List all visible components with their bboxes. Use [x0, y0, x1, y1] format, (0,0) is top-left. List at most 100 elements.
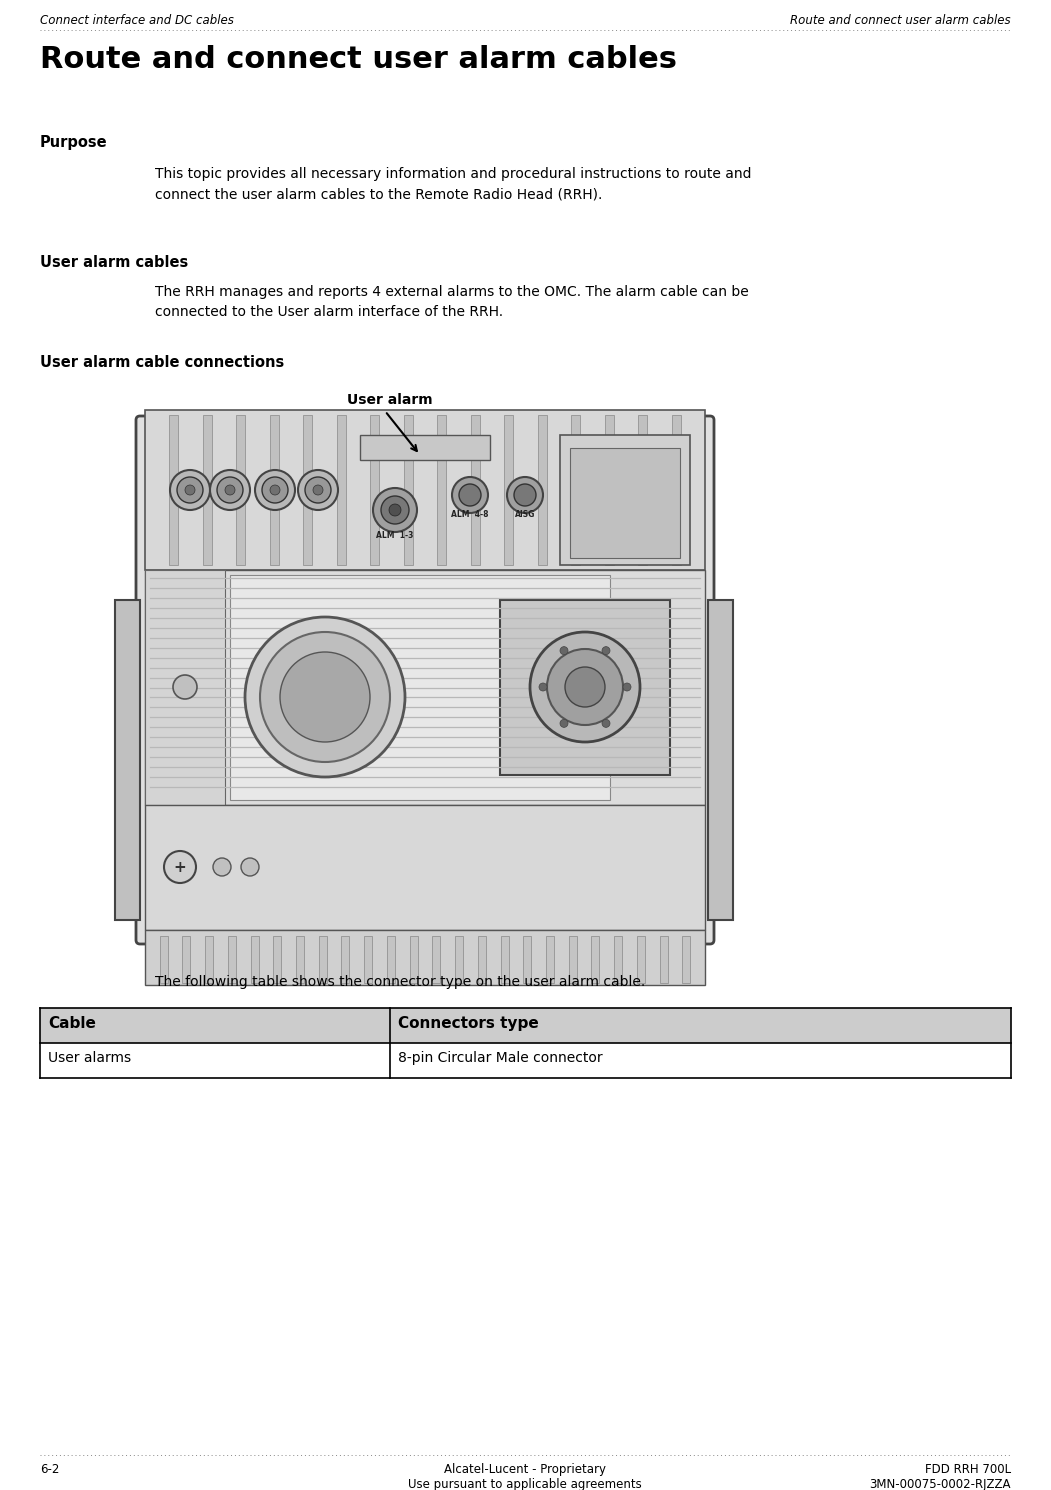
Bar: [145, 571, 705, 805]
Bar: [660, 936, 667, 983]
Circle shape: [623, 682, 631, 691]
Bar: [228, 936, 235, 983]
Bar: [336, 416, 346, 565]
Bar: [638, 416, 647, 565]
Bar: [410, 936, 417, 983]
Circle shape: [547, 650, 623, 726]
Bar: [538, 416, 547, 565]
Circle shape: [170, 469, 210, 510]
Circle shape: [260, 632, 390, 761]
Bar: [437, 416, 447, 565]
Bar: [296, 936, 304, 983]
Text: Connectors type: Connectors type: [398, 1016, 539, 1031]
Text: ALM  4-8: ALM 4-8: [451, 510, 489, 519]
Text: FDD RRH 700L: FDD RRH 700L: [925, 1463, 1011, 1477]
FancyBboxPatch shape: [136, 416, 714, 945]
Bar: [614, 936, 622, 983]
Bar: [145, 805, 705, 930]
Circle shape: [602, 720, 610, 727]
Bar: [342, 936, 350, 983]
Bar: [270, 416, 279, 565]
Text: User alarm cable connections: User alarm cable connections: [40, 355, 284, 370]
Circle shape: [255, 469, 295, 510]
Bar: [504, 416, 513, 565]
Bar: [203, 416, 212, 565]
Text: Cable: Cable: [48, 1016, 96, 1031]
Bar: [708, 600, 733, 919]
Text: Connect interface and DC cables: Connect interface and DC cables: [40, 13, 234, 27]
Circle shape: [280, 653, 370, 742]
Bar: [592, 936, 599, 983]
Bar: [404, 416, 413, 565]
Bar: [40, 1009, 1011, 1043]
Bar: [230, 575, 610, 800]
Circle shape: [602, 647, 610, 654]
Text: AISG: AISG: [515, 510, 535, 519]
Circle shape: [270, 486, 280, 495]
Circle shape: [245, 617, 405, 776]
Text: Route and connect user alarm cables: Route and connect user alarm cables: [40, 45, 677, 74]
Bar: [273, 936, 282, 983]
Circle shape: [262, 477, 288, 504]
Bar: [387, 936, 395, 983]
Circle shape: [210, 469, 250, 510]
Text: User alarms: User alarms: [48, 1050, 131, 1065]
Bar: [500, 600, 669, 775]
Bar: [523, 936, 531, 983]
Bar: [169, 416, 179, 565]
Bar: [545, 936, 554, 983]
Circle shape: [539, 682, 547, 691]
Text: 6-2: 6-2: [40, 1463, 59, 1477]
Circle shape: [565, 668, 605, 706]
Bar: [183, 936, 190, 983]
Bar: [570, 448, 680, 557]
Bar: [569, 936, 577, 983]
Circle shape: [560, 720, 568, 727]
Bar: [672, 416, 681, 565]
Text: 3MN-00075-0002-RJZZA: 3MN-00075-0002-RJZZA: [869, 1478, 1011, 1490]
Bar: [250, 936, 259, 983]
Bar: [500, 936, 509, 983]
Circle shape: [213, 858, 231, 876]
Circle shape: [452, 477, 488, 513]
Bar: [432, 936, 440, 983]
Circle shape: [530, 632, 640, 742]
Text: Purpose: Purpose: [40, 136, 107, 150]
Circle shape: [241, 858, 259, 876]
Bar: [365, 936, 372, 983]
Text: User alarm: User alarm: [347, 393, 433, 407]
Bar: [604, 416, 614, 565]
Text: Route and connect user alarm cables: Route and connect user alarm cables: [790, 13, 1011, 27]
Text: The RRH manages and reports 4 external alarms to the OMC. The alarm cable can be: The RRH manages and reports 4 external a…: [154, 285, 748, 299]
Bar: [637, 936, 645, 983]
Bar: [160, 936, 168, 983]
Text: This topic provides all necessary information and procedural instructions to rou: This topic provides all necessary inform…: [154, 167, 751, 180]
Circle shape: [373, 489, 417, 532]
Text: +: +: [173, 860, 186, 875]
Circle shape: [560, 647, 568, 654]
Circle shape: [459, 484, 481, 507]
Bar: [455, 936, 463, 983]
Circle shape: [507, 477, 543, 513]
Text: Alcatel-Lucent - Proprietary: Alcatel-Lucent - Proprietary: [444, 1463, 606, 1477]
Circle shape: [225, 486, 235, 495]
Circle shape: [298, 469, 338, 510]
Text: Use pursuant to applicable agreements: Use pursuant to applicable agreements: [408, 1478, 642, 1490]
Bar: [360, 435, 490, 460]
Bar: [115, 600, 140, 919]
Bar: [145, 930, 705, 985]
Text: The following table shows the connector type on the user alarm cable.: The following table shows the connector …: [154, 974, 645, 989]
Circle shape: [313, 486, 323, 495]
Text: User alarm cables: User alarm cables: [40, 255, 188, 270]
Circle shape: [177, 477, 203, 504]
Bar: [571, 416, 580, 565]
Circle shape: [173, 675, 197, 699]
Text: connected to the User alarm interface of the RRH.: connected to the User alarm interface of…: [154, 305, 503, 319]
Bar: [560, 435, 691, 565]
Bar: [236, 416, 246, 565]
Circle shape: [185, 486, 195, 495]
Bar: [145, 410, 705, 571]
Circle shape: [389, 504, 401, 516]
Text: ALM  1-3: ALM 1-3: [376, 530, 414, 539]
Circle shape: [217, 477, 243, 504]
